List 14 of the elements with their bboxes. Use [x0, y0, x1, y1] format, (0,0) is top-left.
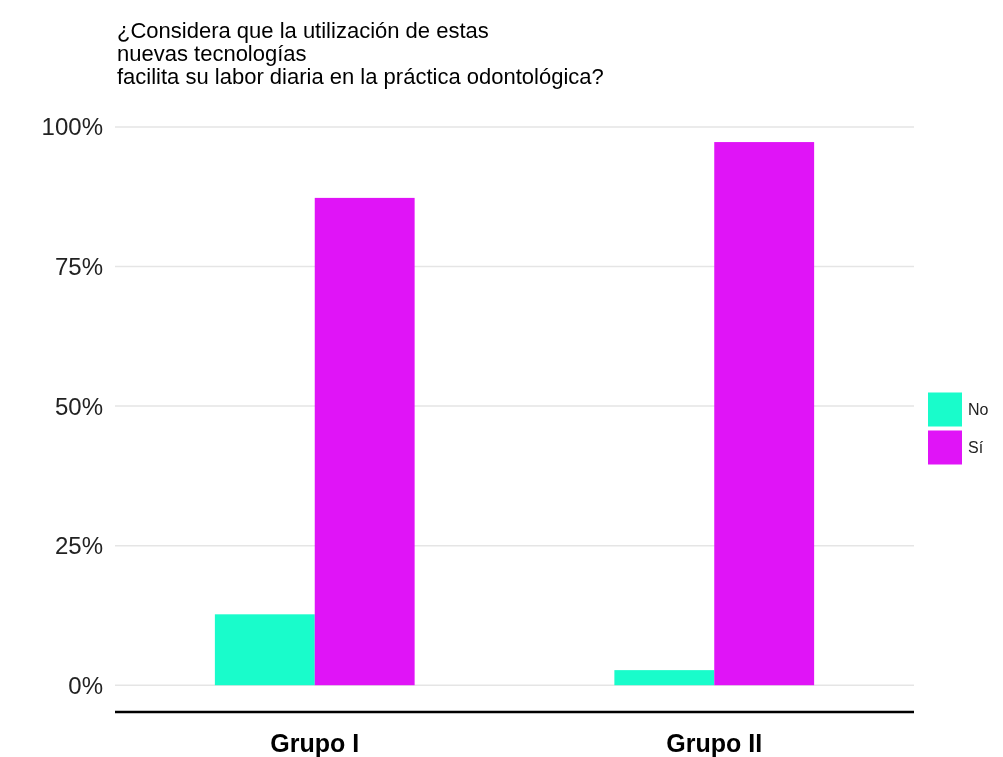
x-tick-label: Grupo I: [270, 729, 360, 757]
y-tick-label: 100%: [41, 113, 103, 141]
bar: [214, 614, 315, 686]
legend-label: Sí: [968, 439, 984, 457]
y-tick-label: 75%: [54, 252, 103, 280]
y-tick-label: 0%: [68, 671, 103, 699]
y-tick-label: 50%: [54, 392, 103, 420]
legend-label: No: [968, 401, 989, 419]
chart-title: ¿Considera que la utilización de estas nuevas tecnologías facilita su labor diaria en la práctica odontológica?: [117, 18, 604, 89]
bar: [314, 197, 415, 686]
x-tick-label: Grupo II: [666, 729, 763, 757]
bar: [614, 670, 715, 686]
bar: [714, 142, 815, 686]
y-tick-label: 25%: [54, 532, 103, 560]
